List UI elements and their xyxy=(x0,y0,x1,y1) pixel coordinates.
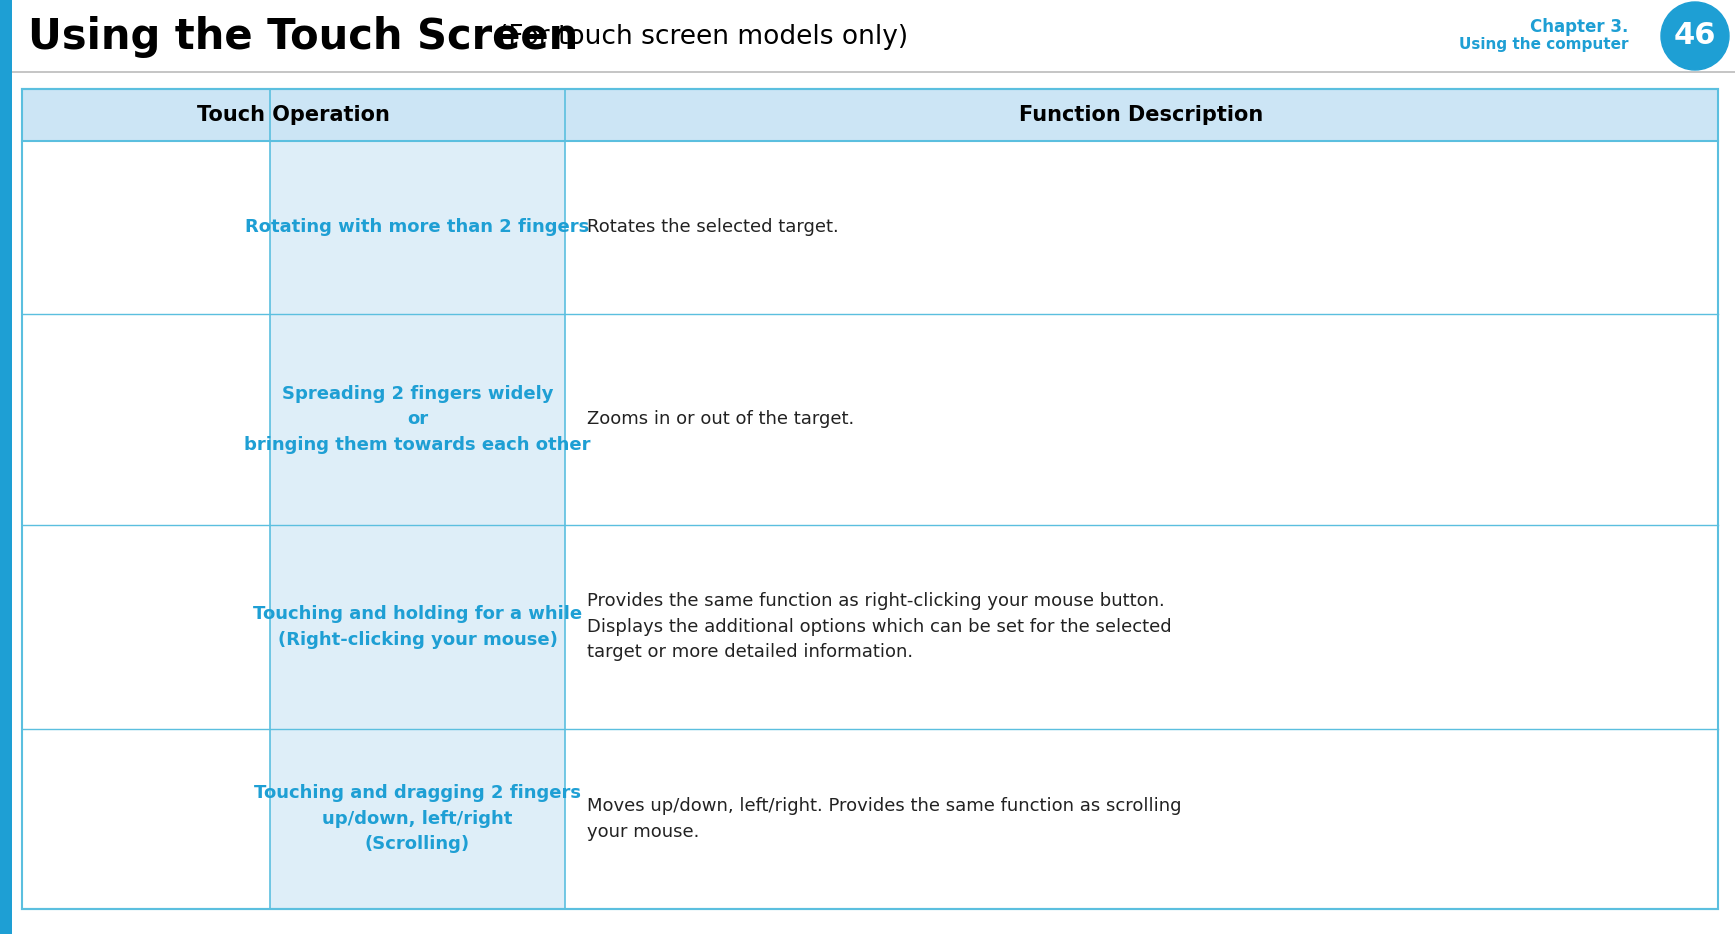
Text: Moves up/down, left/right. Provides the same function as scrolling
your mouse.: Moves up/down, left/right. Provides the … xyxy=(586,797,1182,841)
Bar xyxy=(23,525,271,729)
Bar xyxy=(566,314,1718,525)
Bar xyxy=(271,729,566,909)
Bar xyxy=(23,314,271,525)
Text: Provides the same function as right-clicking your mouse button.
Displays the add: Provides the same function as right-clic… xyxy=(586,592,1171,661)
Bar xyxy=(23,141,271,314)
Bar xyxy=(23,89,1718,141)
Text: Touching and holding for a while
(Right-clicking your mouse): Touching and holding for a while (Right-… xyxy=(253,605,581,648)
Text: Function Description: Function Description xyxy=(1020,105,1263,125)
Bar xyxy=(0,0,12,934)
Text: Using the computer: Using the computer xyxy=(1459,37,1627,52)
Text: Rotates the selected target.: Rotates the selected target. xyxy=(586,219,838,236)
Text: Chapter 3.: Chapter 3. xyxy=(1530,18,1627,36)
Text: Zooms in or out of the target.: Zooms in or out of the target. xyxy=(586,410,854,429)
Bar xyxy=(271,141,566,314)
Circle shape xyxy=(1660,2,1730,70)
Text: Spreading 2 fingers widely
or
bringing them towards each other: Spreading 2 fingers widely or bringing t… xyxy=(245,385,590,454)
Bar xyxy=(23,729,271,909)
Bar xyxy=(271,314,566,525)
Bar xyxy=(566,729,1718,909)
Text: Rotating with more than 2 fingers: Rotating with more than 2 fingers xyxy=(245,219,590,236)
Bar xyxy=(566,525,1718,729)
Text: Using the Touch Screen: Using the Touch Screen xyxy=(28,16,578,58)
Bar xyxy=(271,525,566,729)
Text: Touch Operation: Touch Operation xyxy=(198,105,390,125)
Text: (For touch screen models only): (For touch screen models only) xyxy=(498,24,907,50)
Text: Touching and dragging 2 fingers
up/down, left/right
(Scrolling): Touching and dragging 2 fingers up/down,… xyxy=(253,784,581,854)
Bar xyxy=(23,89,1718,909)
Bar xyxy=(566,141,1718,314)
Text: 46: 46 xyxy=(1674,21,1716,50)
